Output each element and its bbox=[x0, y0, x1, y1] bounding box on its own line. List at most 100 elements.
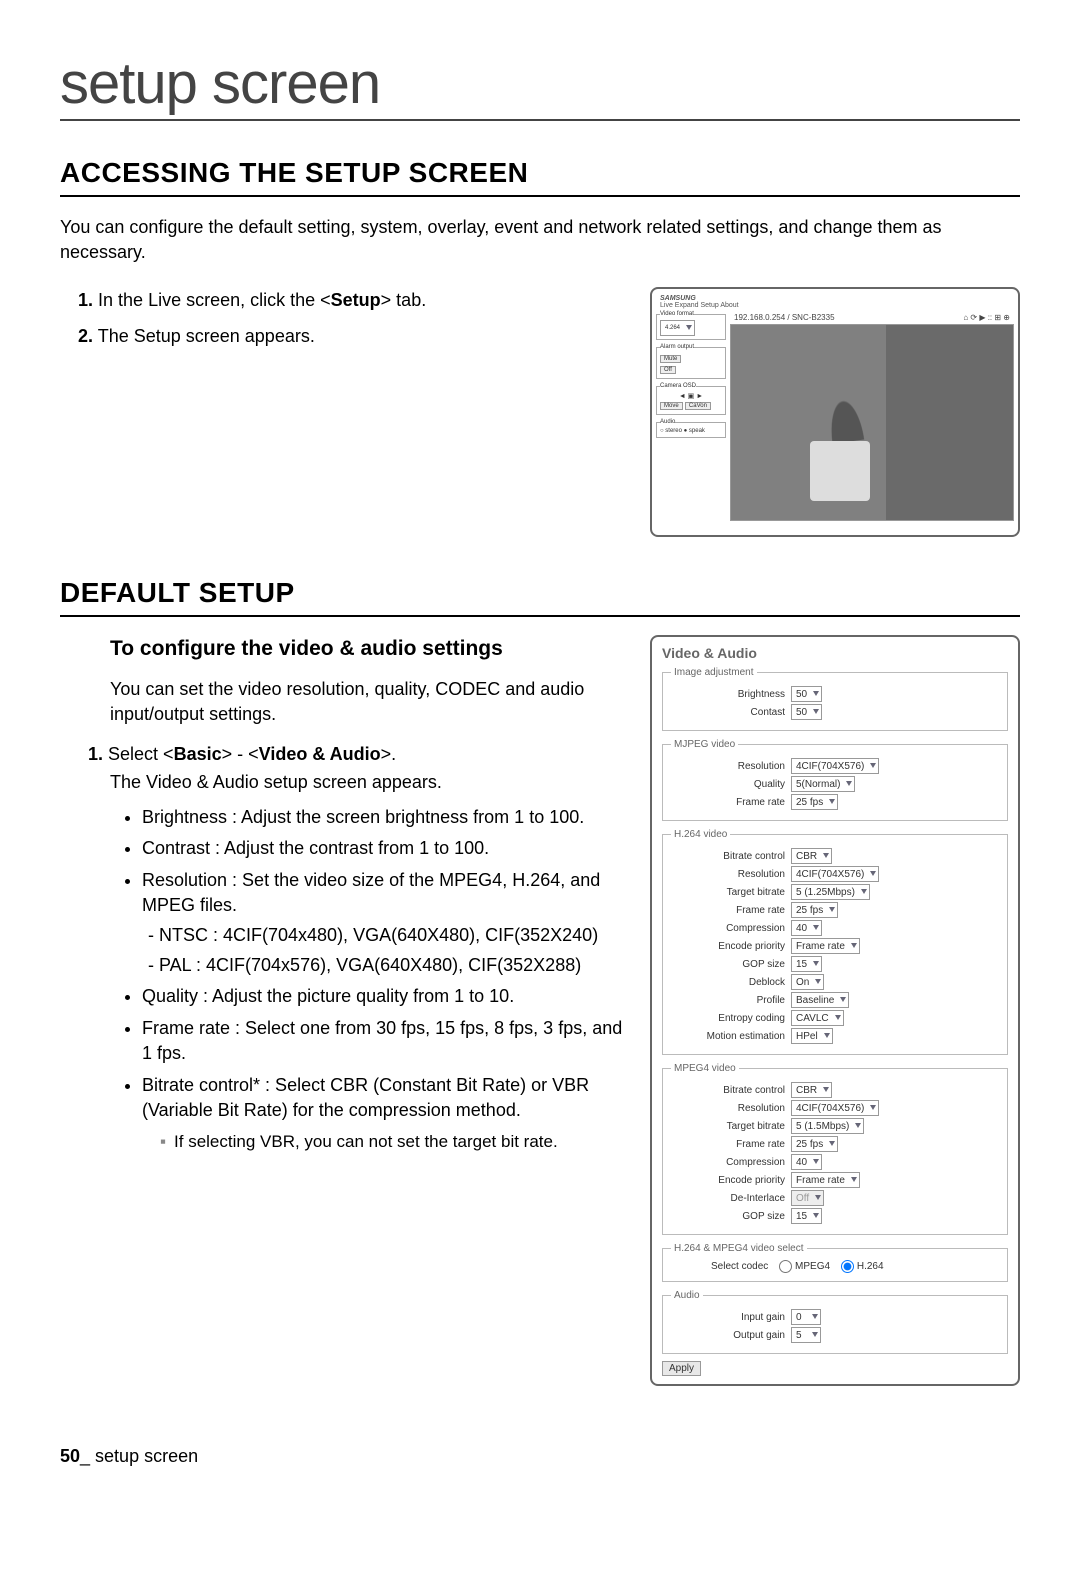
setting-select[interactable]: 5 (1.5Mbps) bbox=[791, 1118, 864, 1134]
setting-label: Encode priority bbox=[671, 941, 791, 952]
page-title: setup screen bbox=[60, 50, 1020, 121]
step-2: 2. The Setup screen appears. bbox=[100, 323, 632, 351]
setting-label: Brightness bbox=[671, 689, 791, 700]
group-mpeg4: MPEG4 video Bitrate controlCBR Resolution… bbox=[662, 1063, 1008, 1235]
note-vbr: If selecting VBR, you can not set the ta… bbox=[160, 1130, 632, 1154]
radio-mpeg4[interactable] bbox=[779, 1260, 792, 1273]
panel-title: Video & Audio bbox=[662, 645, 1008, 661]
setting-row: Encode priorityFrame rate bbox=[671, 938, 999, 954]
setting-row: Resolution4CIF(704X576) bbox=[671, 1100, 999, 1116]
setting-row: GOP size15 bbox=[671, 956, 999, 972]
step-bold: Setup bbox=[331, 290, 381, 310]
codec-radio-row: Select codec MPEG4 H.264 bbox=[671, 1260, 999, 1273]
setting-select[interactable]: CAVLC bbox=[791, 1010, 844, 1026]
setting-select[interactable]: 5 bbox=[791, 1327, 821, 1343]
group-codec-select: H.264 & MPEG4 video select Select codec … bbox=[662, 1243, 1008, 1282]
radio-label-h264: H.264 bbox=[857, 1262, 884, 1273]
setting-row: DeblockOn bbox=[671, 974, 999, 990]
setting-select[interactable]: 4CIF(704X576) bbox=[791, 1100, 879, 1116]
bullet-brightness: Brightness : Adjust the screen brightnes… bbox=[142, 805, 632, 831]
sub-intro: You can set the video resolution, qualit… bbox=[110, 677, 632, 727]
setting-select[interactable]: 5 (1.25Mbps) bbox=[791, 884, 870, 900]
setting-select[interactable]: On bbox=[791, 974, 824, 990]
group-h264: H.264 video Bitrate controlCBRResolution… bbox=[662, 829, 1008, 1055]
setting-select[interactable]: 25 fps bbox=[791, 902, 838, 918]
step-text: The Setup screen appears. bbox=[98, 326, 315, 346]
legend: H.264 & MPEG4 video select bbox=[671, 1243, 807, 1254]
setting-select[interactable]: 5(Normal) bbox=[791, 776, 855, 792]
heading-default: DEFAULT SETUP bbox=[60, 577, 1020, 617]
screenshot-live: SAMSUNG Live Expand Setup About Video fo… bbox=[650, 287, 1020, 537]
setting-row: Quality5(Normal) bbox=[671, 776, 999, 792]
setting-label: Entropy coding bbox=[671, 1013, 791, 1024]
mute-btn: Mute bbox=[660, 355, 681, 363]
setting-row: De-InterlaceOff bbox=[671, 1190, 999, 1206]
setting-select[interactable]: 15 bbox=[791, 956, 822, 972]
setting-label: GOP size bbox=[671, 959, 791, 970]
setting-label: Encode priority bbox=[671, 1175, 791, 1186]
setting-row: Compression40 bbox=[671, 920, 999, 936]
setting-select[interactable]: 0 bbox=[791, 1309, 821, 1325]
side-group: Audio bbox=[660, 419, 675, 425]
setting-label: Resolution bbox=[671, 761, 791, 772]
apply-button[interactable]: Apply bbox=[662, 1361, 701, 1376]
setting-row: GOP size15 bbox=[671, 1208, 999, 1224]
toolbar-icons: ⌂ ⟳ ▶ :: ⊞ ⊕ bbox=[963, 313, 1010, 322]
setting-select[interactable]: 40 bbox=[791, 920, 822, 936]
setting-label: Profile bbox=[671, 995, 791, 1006]
setting-label: Target bitrate bbox=[671, 887, 791, 898]
setting-select[interactable]: CBR bbox=[791, 1082, 832, 1098]
setting-label: Resolution bbox=[671, 869, 791, 880]
radio-label-mpeg4: MPEG4 bbox=[795, 1262, 830, 1273]
setting-select[interactable]: 25 fps bbox=[791, 1136, 838, 1152]
step-1: 1. In the Live screen, click the <Setup>… bbox=[100, 287, 632, 315]
setting-select[interactable]: 4CIF(704X576) bbox=[791, 758, 879, 774]
legend: H.264 video bbox=[671, 829, 730, 840]
setting-select[interactable]: 15 bbox=[791, 1208, 822, 1224]
setting-row: Frame rate25 fps bbox=[671, 794, 999, 810]
setting-select: Off bbox=[791, 1190, 824, 1206]
intro-text: You can configure the default setting, s… bbox=[60, 215, 1020, 265]
setting-label: Frame rate bbox=[671, 905, 791, 916]
bullet-resolution: Resolution : Set the video size of the M… bbox=[142, 868, 632, 978]
setting-label: De-Interlace bbox=[671, 1193, 791, 1204]
setting-label: Quality bbox=[671, 779, 791, 790]
setting-select[interactable]: CBR bbox=[791, 848, 832, 864]
bullet-framerate: Frame rate : Select one from 30 fps, 15 … bbox=[142, 1016, 632, 1067]
setting-select[interactable]: 25 fps bbox=[791, 794, 838, 810]
setting-row: Output gain5 bbox=[671, 1327, 999, 1343]
setting-select[interactable]: HPel bbox=[791, 1028, 833, 1044]
setting-label: Output gain bbox=[671, 1330, 791, 1341]
setting-row: Contast50 bbox=[671, 704, 999, 720]
setting-row: Target bitrate5 (1.25Mbps) bbox=[671, 884, 999, 900]
setting-select[interactable]: 50 bbox=[791, 686, 822, 702]
setting-label: Contast bbox=[671, 707, 791, 718]
setting-label: Motion estimation bbox=[671, 1031, 791, 1042]
sidebar: Video format 4.264 Alarm output Mute Off… bbox=[656, 311, 726, 521]
cavon-btn: CaVon bbox=[685, 402, 711, 410]
setting-label: Deblock bbox=[671, 977, 791, 988]
legend: MPEG4 video bbox=[671, 1063, 739, 1074]
setting-row: Encode priorityFrame rate bbox=[671, 1172, 999, 1188]
setting-label: Frame rate bbox=[671, 797, 791, 808]
setting-row: Bitrate controlCBR bbox=[671, 1082, 999, 1098]
step-num: 1. bbox=[78, 290, 93, 310]
subheading-video-audio: To configure the video & audio settings bbox=[110, 635, 632, 662]
setting-select[interactable]: 40 bbox=[791, 1154, 822, 1170]
setting-select[interactable]: Frame rate bbox=[791, 1172, 860, 1188]
setting-row: Input gain0 bbox=[671, 1309, 999, 1325]
step-text: In the Live screen, click the < bbox=[98, 290, 331, 310]
move-btn: Move bbox=[660, 402, 683, 410]
setting-row: Motion estimationHPel bbox=[671, 1028, 999, 1044]
radio-h264[interactable] bbox=[841, 1260, 854, 1273]
step-line2: The Video & Audio setup screen appears. bbox=[110, 772, 442, 792]
tabbar: Live Expand Setup About bbox=[660, 302, 1010, 309]
setting-label: GOP size bbox=[671, 1211, 791, 1222]
setting-label: Frame rate bbox=[671, 1139, 791, 1150]
setting-select[interactable]: 4CIF(704X576) bbox=[791, 866, 879, 882]
setting-select[interactable]: Frame rate bbox=[791, 938, 860, 954]
setting-select[interactable]: 50 bbox=[791, 704, 822, 720]
brand-label: SAMSUNG bbox=[660, 295, 1010, 302]
setting-select[interactable]: Baseline bbox=[791, 992, 849, 1008]
setting-label: Bitrate control bbox=[671, 851, 791, 862]
